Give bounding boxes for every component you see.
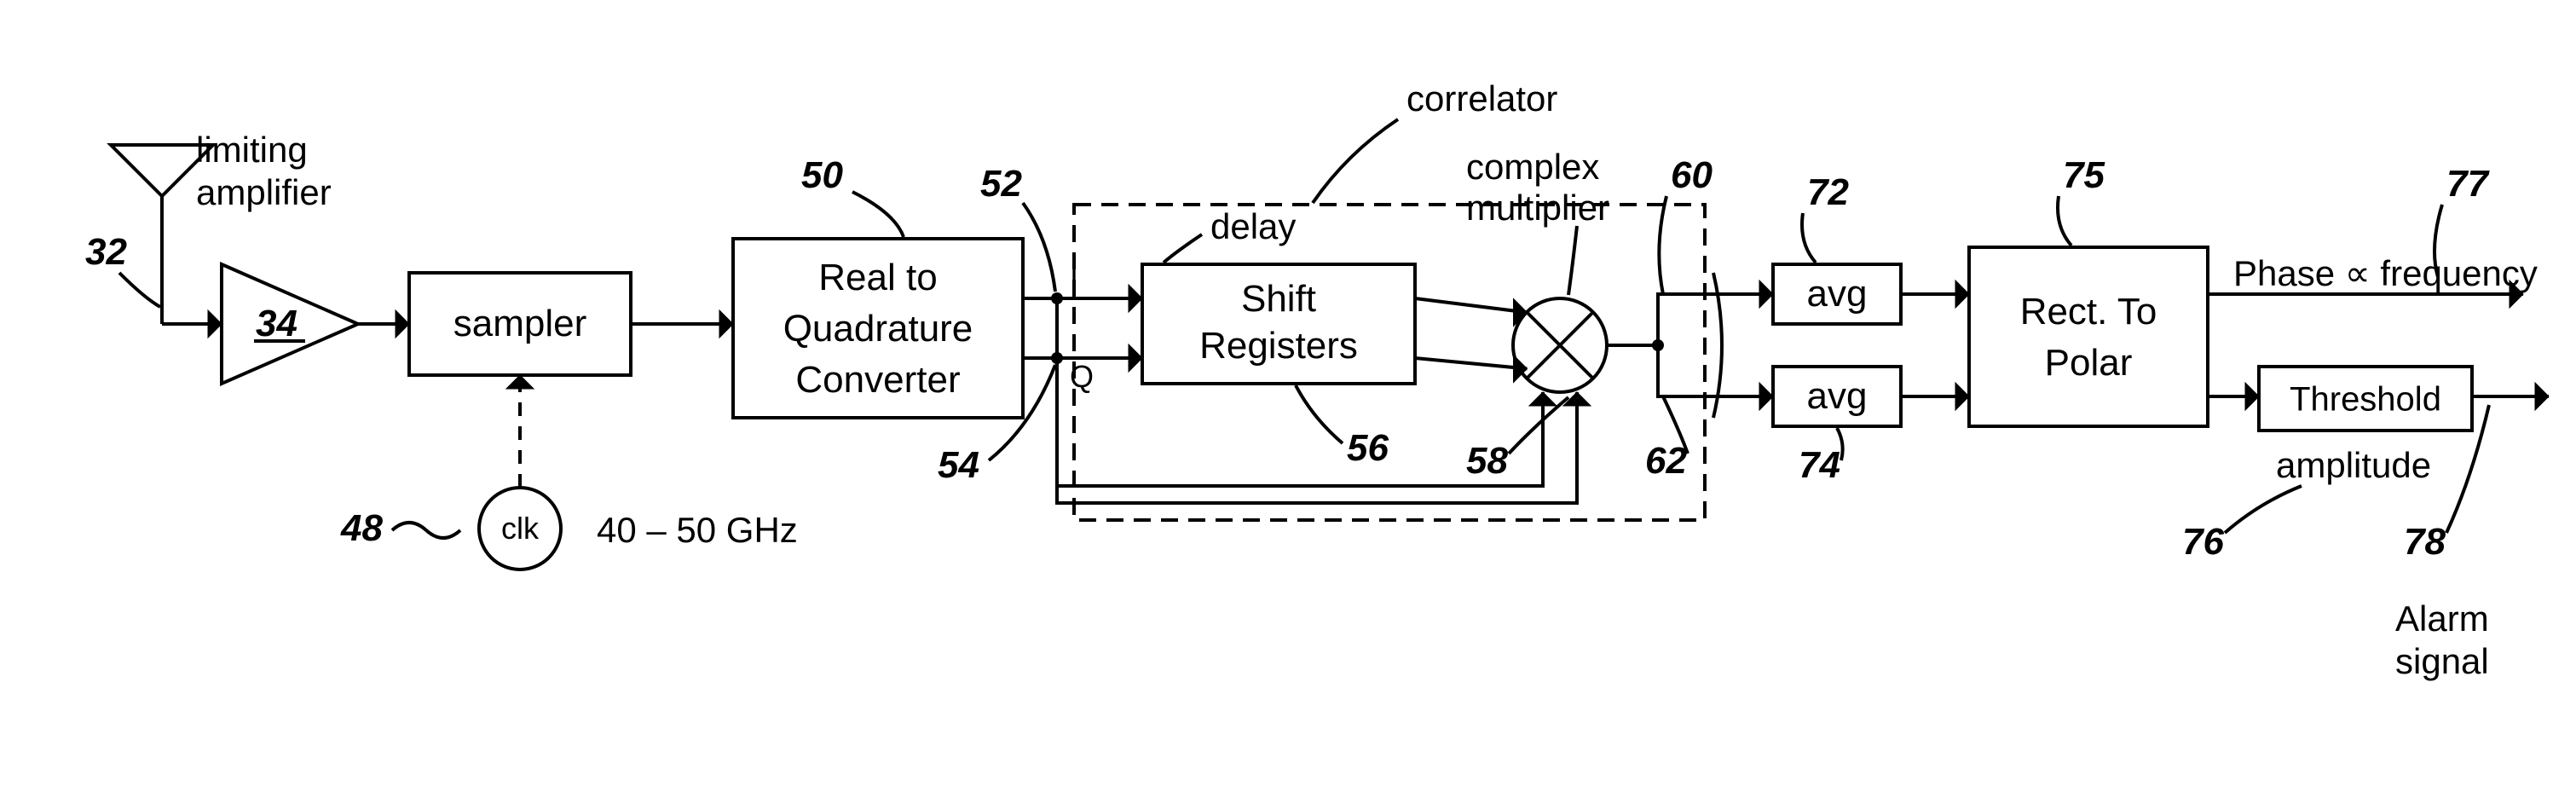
ref-48: 48: [340, 507, 383, 549]
svg-text:Real to: Real to: [818, 257, 937, 298]
ref-77: 77: [2446, 163, 2490, 205]
ref-72: 72: [1807, 171, 1849, 213]
ref-78: 78: [2404, 521, 2446, 563]
ref-54: 54: [938, 444, 979, 486]
svg-text:avg: avg: [1807, 273, 1868, 315]
svg-text:Alarm: Alarm: [2395, 598, 2489, 639]
ref-32: 32: [85, 231, 127, 273]
label-clk-range: 40 – 50 GHz: [597, 510, 798, 550]
ref-56: 56: [1347, 427, 1389, 469]
svg-text:Quadrature: Quadrature: [783, 308, 973, 350]
label-amplitude: amplitude: [2276, 445, 2431, 485]
ref-74: 74: [1799, 444, 1840, 486]
label-delay: delay: [1210, 206, 1296, 246]
label-sampler: sampler: [453, 303, 587, 344]
ref-62: 62: [1645, 440, 1687, 482]
ref-52: 52: [980, 163, 1022, 205]
svg-text:Polar: Polar: [2045, 342, 2133, 384]
svg-text:multiplier: multiplier: [1466, 188, 1609, 228]
label-phase: Phase ∝ frequency: [2233, 253, 2538, 293]
svg-text:signal: signal: [2395, 641, 2489, 681]
label-correlator: correlator: [1406, 78, 1557, 119]
ref-58: 58: [1466, 440, 1508, 482]
label-limiting: limiting: [196, 130, 308, 170]
ref-50: 50: [801, 154, 843, 196]
svg-text:Registers: Registers: [1199, 325, 1358, 367]
label-threshold: Threshold: [2290, 381, 2441, 419]
svg-text:Shift: Shift: [1241, 278, 1316, 320]
svg-text:Converter: Converter: [795, 359, 960, 401]
label-amplifier: amplifier: [196, 172, 332, 212]
svg-text:complex: complex: [1466, 147, 1599, 187]
ref-60: 60: [1671, 154, 1713, 196]
ref-34: 34: [256, 303, 297, 344]
svg-text:avg: avg: [1807, 375, 1868, 417]
ref-75: 75: [2063, 154, 2105, 196]
label-clk: clk: [501, 511, 540, 546]
ref-76: 76: [2182, 521, 2224, 563]
svg-text:Rect. To: Rect. To: [2020, 291, 2157, 332]
